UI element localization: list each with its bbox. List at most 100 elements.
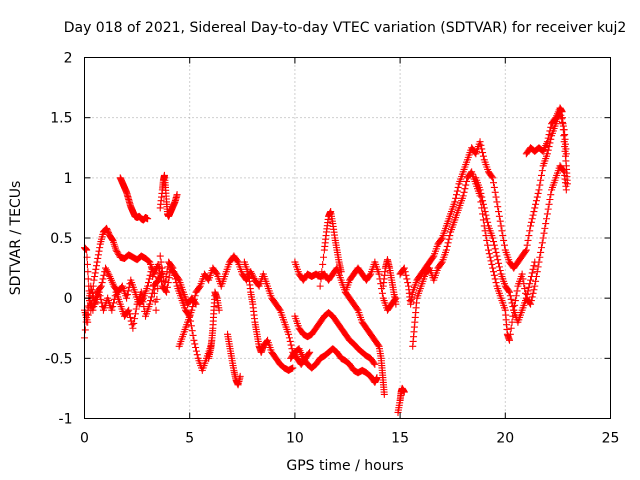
data-point-marker [477,141,485,149]
data-point-marker [129,324,137,332]
data-point-marker [90,276,98,284]
data-point-marker [156,252,164,260]
data-point-marker [493,252,501,260]
data-point-marker [215,306,223,314]
data-point-marker [523,241,531,249]
data-point-marker [537,176,545,184]
data-point-marker [496,217,504,225]
data-point-marker [527,222,535,230]
data-point-marker [130,319,138,327]
data-point-marker [190,336,198,344]
data-point-marker [401,268,409,276]
data-point-marker [92,262,100,270]
data-point-marker [94,254,102,262]
data-point-marker [353,305,361,313]
data-point-marker [160,282,168,290]
data-point-marker [484,241,492,249]
data-point-marker [150,289,158,297]
data-point-marker [530,286,538,294]
data-point-marker [165,274,173,282]
y-tick-label: 1.5 [50,111,72,127]
data-point-marker [506,336,514,344]
data-point-marker [132,305,140,313]
data-point-marker [91,273,99,281]
data-point-marker [102,266,110,274]
data-point-marker [149,273,157,281]
series-track-l [291,309,379,368]
data-point-marker [540,229,548,237]
data-point-marker [531,204,539,212]
data-point-marker [108,235,116,243]
data-point-marker [88,289,96,297]
data-point-marker [495,208,503,216]
series-track-p [394,384,408,416]
data-point-marker [490,238,498,246]
data-point-marker [492,279,500,287]
series-track-e [156,171,181,220]
data-point-marker [507,295,515,303]
y-tick-label: 1 [64,171,73,187]
data-point-marker [191,340,199,348]
data-point-marker [190,295,198,303]
data-point-marker [249,273,257,281]
data-point-marker [526,280,534,288]
data-point-marker [547,191,555,199]
data-point-marker [371,360,379,368]
data-point-marker [128,321,136,329]
data-point-marker [287,341,295,349]
data-point-marker [520,280,528,288]
data-point-marker [490,179,498,187]
series-track-r [409,162,570,350]
data-point-marker [171,271,179,279]
data-point-marker [485,250,493,258]
data-point-marker [144,282,152,290]
data-point-marker [524,236,532,244]
data-point-marker [452,191,460,199]
data-point-marker [527,297,535,305]
data-point-marker [188,306,196,314]
y-axis-title: SDTVAR / TECUs [8,181,24,296]
x-tick-label: 5 [185,431,194,447]
data-point-marker [479,149,487,157]
data-point-marker [479,200,487,208]
data-point-marker [531,282,539,290]
data-point-marker [191,292,199,300]
data-point-marker [104,269,112,277]
x-tick-label: 10 [286,431,304,447]
data-point-marker [543,150,551,158]
data-point-marker [189,299,197,307]
data-point-marker [89,306,97,314]
data-point-marker [195,283,203,291]
data-point-marker [402,271,410,279]
data-point-marker [99,275,107,283]
y-tick-label: 0 [64,291,73,307]
data-point-marker [125,306,133,314]
data-point-marker [173,191,181,199]
data-point-marker [88,286,96,294]
data-point-marker [529,265,537,273]
data-point-marker [366,271,374,279]
data-point-marker [494,256,502,264]
data-point-marker [192,347,200,355]
data-point-marker [491,188,499,196]
data-point-marker [305,350,313,358]
data-point-marker [499,232,507,240]
data-point-marker [97,282,105,290]
x-tick-label: 20 [496,431,514,447]
data-point-marker [146,300,154,308]
data-point-marker [476,186,484,194]
data-point-marker [534,263,542,271]
data-point-marker [118,283,126,291]
data-point-marker [123,294,131,302]
data-point-marker [546,127,554,135]
data-point-marker [92,265,100,273]
data-point-marker [204,275,212,283]
data-point-marker [163,268,171,276]
data-point-marker [114,249,122,257]
data-point-marker [429,253,437,261]
data-point-marker [404,279,412,287]
data-point-marker [537,248,545,256]
series-track-s [522,104,571,188]
data-point-marker [337,268,345,276]
data-point-marker [497,222,505,230]
